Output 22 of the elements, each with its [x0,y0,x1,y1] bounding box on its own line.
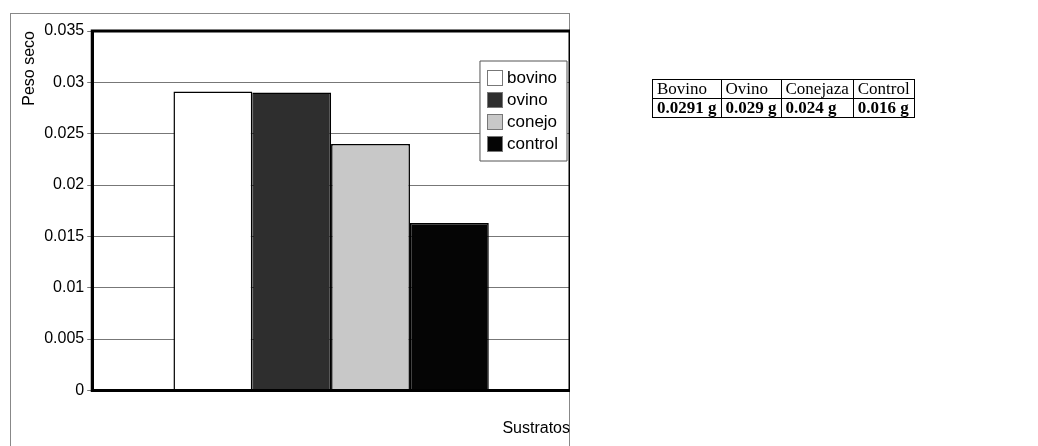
legend-label: control [506,133,559,153]
y-tick-label: 0.01 [53,278,85,296]
category-label: Bovino [652,79,721,99]
y-tick-label: 0.02 [53,175,85,193]
category-label: Control [853,79,915,99]
text: 0.024 g [781,98,854,118]
legend-label: ovino [506,89,548,109]
y-tick-label: 0.035 [44,21,85,39]
y-tick-label: 0.03 [53,72,85,90]
legend-label: bovino [506,67,558,87]
legend-label: conejo [506,111,558,131]
text: 0.029 g [721,98,781,118]
y-tick-label: 0 [75,380,85,398]
category-label: Conejaza [781,79,854,99]
y-tick-label: 0.025 [44,124,85,142]
x-axis-title: Sustratos [502,418,570,436]
text: 0.0291 g [652,98,721,118]
text: 0.016 g [853,98,915,118]
y-axis-title: Peso seco [20,30,38,106]
category-label: Ovino [721,79,781,99]
y-tick-label: 0.005 [44,329,85,347]
y-tick-label: 0.015 [44,226,85,244]
